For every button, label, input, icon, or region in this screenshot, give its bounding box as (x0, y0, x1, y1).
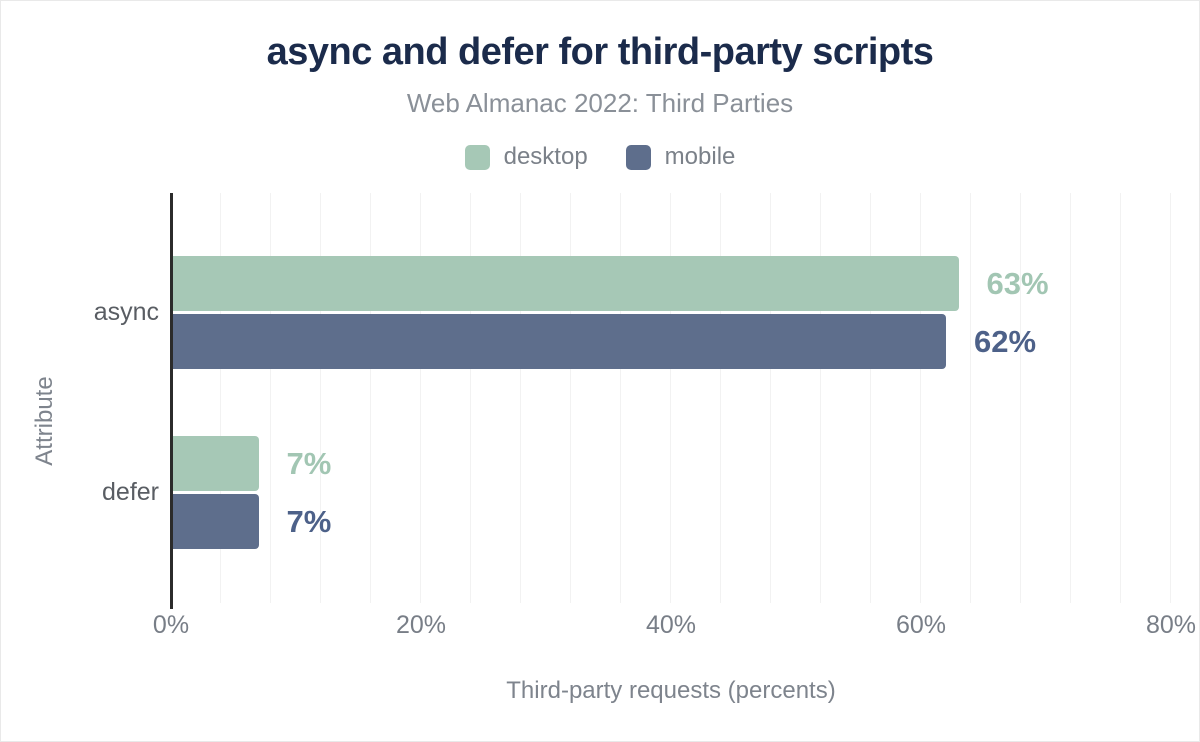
chart-subtitle: Web Almanac 2022: Third Parties (406, 88, 794, 118)
gridline (220, 193, 221, 603)
legend: desktop mobile (1, 143, 1199, 171)
gridline (1070, 193, 1071, 603)
chart-title: async and defer for third-party scripts (266, 31, 934, 73)
gridline (620, 193, 621, 603)
bar-async-desktop (171, 256, 959, 311)
x-tick-80%: 80% (1145, 611, 1197, 639)
gridline (320, 193, 321, 603)
gridline (1170, 193, 1171, 603)
plot-area: 63% 62% 7% 7% (171, 193, 1171, 603)
category-label-defer: defer (102, 478, 159, 506)
x-tick-20%: 20% (395, 611, 447, 639)
gridline (420, 193, 421, 603)
category-label-async: async (93, 298, 159, 326)
gridline (1020, 193, 1021, 603)
gridline (1120, 193, 1121, 603)
legend-label-desktop: desktop (503, 143, 588, 170)
gridline (470, 193, 471, 603)
gridline (270, 193, 271, 603)
gridline (370, 193, 371, 603)
value-label-async-desktop: 63% (986, 265, 1049, 301)
desktop-swatch-icon (464, 144, 490, 170)
gridline (670, 193, 671, 603)
mobile-swatch-icon (625, 144, 651, 170)
legend-item-desktop: desktop (464, 143, 588, 171)
x-tick-60%: 60% (895, 611, 947, 639)
legend-label-mobile: mobile (664, 143, 736, 170)
value-label-defer-desktop: 7% (286, 445, 332, 481)
gridline (870, 193, 871, 603)
bar-defer-desktop (171, 436, 259, 491)
gridline (820, 193, 821, 603)
bar-async-mobile (171, 314, 946, 369)
x-axis-title: Third-party requests (percents) (506, 677, 836, 704)
value-label-async-mobile: 62% (974, 323, 1037, 359)
x-tick-0%: 0% (152, 611, 190, 639)
value-label-defer-mobile: 7% (286, 503, 332, 539)
gridline (720, 193, 721, 603)
legend-item-mobile: mobile (625, 143, 736, 171)
gridline (520, 193, 521, 603)
gridline (770, 193, 771, 603)
bar-defer-mobile (171, 494, 259, 549)
y-axis-line (170, 193, 173, 609)
gridline (920, 193, 921, 603)
gridline (570, 193, 571, 603)
x-tick-40%: 40% (645, 611, 697, 639)
gridline (970, 193, 971, 603)
